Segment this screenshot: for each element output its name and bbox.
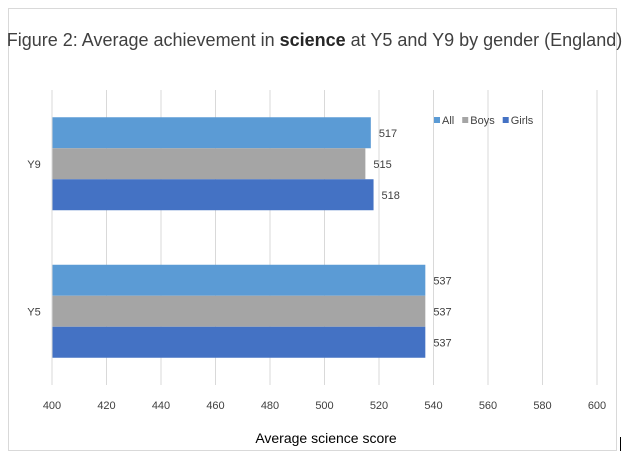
x-axis-title: Average science score (255, 430, 397, 446)
bars (52, 117, 426, 358)
data-label: 518 (382, 190, 400, 202)
x-tick-label: 440 (152, 400, 170, 412)
bar-girls-y5 (52, 326, 426, 358)
legend-label-girls: Girls (511, 115, 534, 127)
chart-frame (8, 8, 617, 451)
legend-label-boys: Boys (470, 115, 495, 127)
bar-all-y5 (52, 264, 426, 296)
chart-title: Figure 2: Average achievement in science… (0, 28, 629, 52)
bar-boys-y5 (52, 295, 426, 327)
data-label: 517 (379, 128, 397, 140)
legend-swatch-boys (462, 117, 469, 123)
x-tick-label: 520 (370, 400, 388, 412)
chart-title-part-2: science (279, 30, 346, 50)
legend-label-all: All (442, 115, 454, 127)
data-labels: 517 515 518 537 537 537 (373, 128, 451, 350)
x-tick-label: 500 (315, 400, 333, 412)
data-label: 537 (433, 306, 451, 318)
x-tick-label: 560 (479, 400, 497, 412)
y-category-label: Y9 (27, 159, 40, 171)
legend-swatch-all (434, 117, 440, 123)
data-label: 537 (433, 337, 451, 349)
y-category-label: Y5 (27, 306, 40, 318)
legend: All Boys Girls (434, 115, 534, 127)
x-tick-label: 420 (97, 400, 115, 412)
x-tick-label: 400 (43, 400, 61, 412)
x-tick-label: 480 (261, 400, 279, 412)
edge-mark (620, 437, 621, 451)
data-label: 515 (373, 159, 391, 171)
chart-title-part-1: Figure 2: Average achievement in (6, 30, 280, 50)
legend-swatch-girls (502, 117, 509, 123)
x-tick-label: 600 (588, 400, 606, 412)
bar-all-y9 (52, 117, 371, 149)
data-label: 537 (433, 275, 451, 287)
bar-boys-y9 (52, 148, 366, 180)
x-tick-label: 460 (206, 400, 224, 412)
x-tick-label: 540 (424, 400, 442, 412)
axes: 400 420 440 460 480 500 520 540 560 580 600 Y9 Y5 (27, 90, 606, 412)
x-tick-label: 580 (533, 400, 551, 412)
bar-girls-y9 (52, 179, 374, 211)
chart-title-part-3: at Y5 and Y9 by gender (England) (345, 30, 623, 50)
